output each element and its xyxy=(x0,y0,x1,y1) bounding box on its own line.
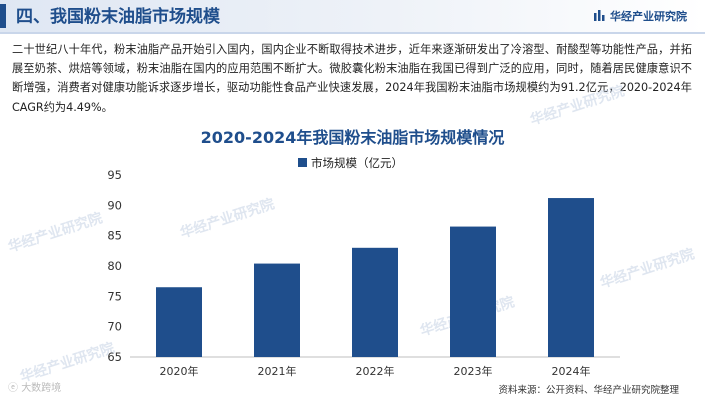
bar xyxy=(450,226,496,357)
bar xyxy=(548,198,594,357)
section-header: 四、我国粉末油脂市场规模 华经产业研究院 xyxy=(0,0,705,34)
chart-title: 2020-2024年我国粉末油脂市场规模情况 xyxy=(200,128,505,147)
y-tick-label: 90 xyxy=(107,198,122,212)
brand-name: 华经产业研究院 xyxy=(610,10,687,23)
chart-legend: 市场规模（亿元） xyxy=(298,156,403,170)
corner-logo-icon: ⓔ xyxy=(8,383,22,394)
y-tick-label: 65 xyxy=(107,350,122,364)
x-tick-label: 2022年 xyxy=(356,364,395,378)
bar xyxy=(156,287,202,357)
corner-watermark: ⓔ 大数跨境 xyxy=(8,379,61,394)
header-accent xyxy=(0,4,6,28)
corner-mark-text: 大数跨境 xyxy=(21,383,62,394)
bar xyxy=(254,263,300,357)
y-tick-label: 70 xyxy=(107,320,122,334)
brand-logo-icon xyxy=(594,10,605,21)
bar xyxy=(352,247,398,357)
y-tick-label: 95 xyxy=(107,168,122,182)
section-title: 四、我国粉末油脂市场规模 xyxy=(16,7,220,27)
intro-paragraph: 二十世纪八十年代，粉末油脂产品开始引入国内，国内企业不断取得技术进步，近年来逐渐… xyxy=(12,43,692,114)
legend-label: 市场规模（亿元） xyxy=(311,156,403,170)
brand: 华经产业研究院 xyxy=(594,9,687,25)
y-tick-label: 85 xyxy=(107,229,122,243)
x-tick-label: 2023年 xyxy=(454,364,493,378)
chart-axes: 65 70 75 80 85 90 95 2020年 2021年 2022年 2023年 2024年 xyxy=(107,168,620,378)
x-tick-label: 2024年 xyxy=(552,364,591,378)
legend-swatch xyxy=(298,158,307,167)
y-tick-label: 75 xyxy=(107,289,122,303)
x-tick-label: 2021年 xyxy=(258,364,297,378)
chart-bars xyxy=(156,198,594,357)
source-note: 资料来源：公开资料、华经产业研究院整理 xyxy=(498,385,679,396)
x-tick-label: 2020年 xyxy=(160,364,199,378)
y-tick-label: 80 xyxy=(107,259,122,273)
